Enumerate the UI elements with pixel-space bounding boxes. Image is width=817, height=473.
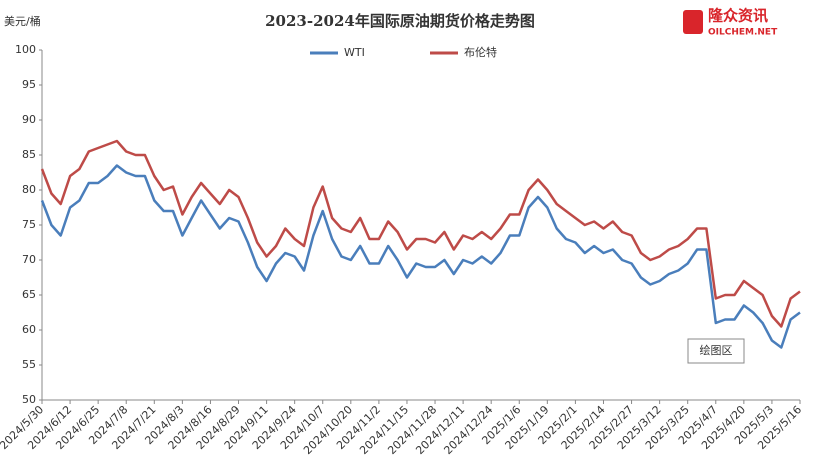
- legend-label: 布伦特: [464, 45, 497, 59]
- y-tick-label: 55: [22, 358, 36, 371]
- y-tick-label: 60: [22, 323, 36, 336]
- annotation-box: 绘图区: [687, 338, 745, 364]
- line-series: [40, 139, 801, 328]
- logo-icon: [683, 10, 703, 34]
- annotation: 绘图区: [700, 343, 733, 357]
- legend-label: WTI: [344, 46, 365, 59]
- y-tick-label: 95: [22, 78, 36, 91]
- chart-title: 2023-2024年国际原油期货价格走势图: [265, 12, 535, 30]
- y-tick-label: 70: [22, 253, 36, 266]
- y-tick-label: 100: [15, 43, 36, 56]
- y-tick-label: 80: [22, 183, 36, 196]
- y-tick-label: 90: [22, 113, 36, 126]
- legend-item: WTI: [310, 46, 365, 59]
- line-series: [40, 164, 801, 349]
- annotation-frame: [687, 338, 745, 364]
- logo: 隆众资讯 OILCHEM.NET: [683, 7, 778, 38]
- y-tick-label: 75: [22, 218, 36, 231]
- y-tick-label: 85: [22, 148, 36, 161]
- legend-item: 布伦特: [430, 45, 497, 59]
- logo-name: 隆众资讯: [708, 7, 768, 25]
- logo-url: OILCHEM.NET: [708, 28, 778, 38]
- y-tick-label: 65: [22, 288, 36, 301]
- y-tick-label: 50: [22, 393, 36, 406]
- y-axis-label: 美元/桶: [4, 14, 41, 28]
